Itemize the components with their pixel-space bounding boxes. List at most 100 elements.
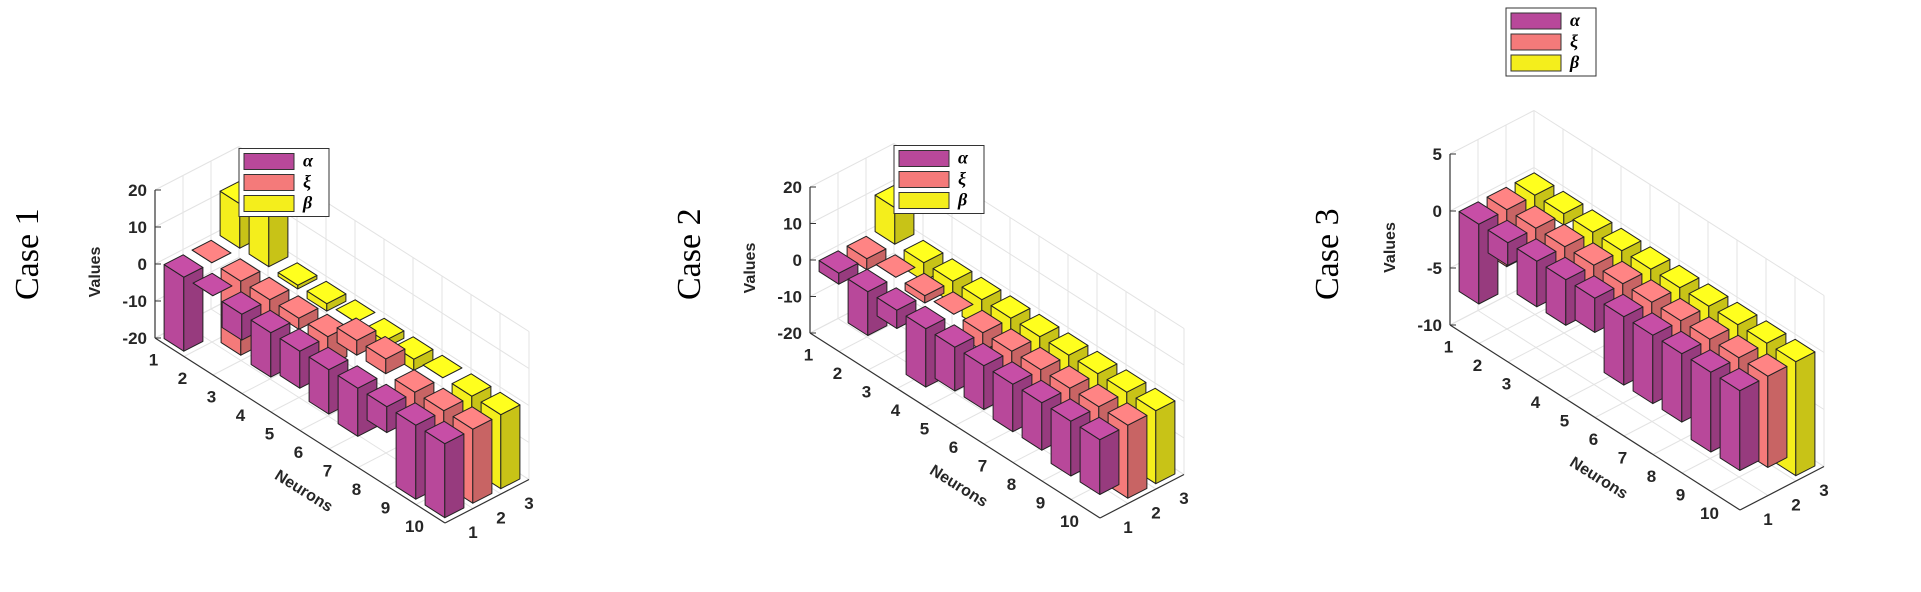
neuron-tick-label: 5 <box>920 419 929 438</box>
legend-swatch <box>1510 54 1562 72</box>
legend-label: ξ <box>1570 31 1578 52</box>
bar-top-face <box>875 254 916 278</box>
legend-swatch <box>1510 33 1562 51</box>
bar-top-face <box>191 239 232 264</box>
bar-front-face <box>395 412 417 500</box>
chart-panel-1: Case 1-20-1001020Values12345678910Neuron… <box>9 146 534 542</box>
bar-top-face <box>1514 172 1555 196</box>
bar-top-face <box>1688 283 1729 307</box>
bar-side-face <box>1155 400 1176 485</box>
bar-top-face <box>393 336 434 360</box>
z-axis-title: Values <box>742 243 759 294</box>
neuron-tick-label: 2 <box>178 369 187 388</box>
bar-top-face <box>221 291 262 315</box>
neuron-tick-label: 7 <box>978 456 987 475</box>
bar-top-face <box>1690 349 1731 373</box>
bar-top-face <box>1689 316 1730 340</box>
x-axis-line <box>809 332 1101 519</box>
bar-top-face <box>1515 205 1556 229</box>
z-tick-label: -20 <box>777 324 802 343</box>
legend-swatch <box>243 174 295 191</box>
bar-front-face <box>1690 359 1712 453</box>
bar-ξ-neuron-3 <box>904 272 945 304</box>
bar-top-face <box>1020 346 1061 371</box>
bar-top-face <box>1543 190 1584 215</box>
neuron-tick-label: 3 <box>207 387 216 406</box>
depth-tick-label: 3 <box>524 494 533 513</box>
neuron-tick-label: 1 <box>149 350 158 369</box>
bar-top-face <box>1544 223 1585 248</box>
z-tick-label: 20 <box>783 178 802 197</box>
z-tick-label: -20 <box>122 329 147 348</box>
bar-β-neuron-8 <box>422 354 463 379</box>
bar-top-face <box>962 309 1003 334</box>
bar-front-face <box>1458 211 1480 305</box>
bar-top-face <box>306 280 347 305</box>
bar-top-face <box>1602 260 1643 285</box>
bar-top-face <box>961 276 1002 301</box>
chart-panel-3: Case 3-10-505Values12345678910Neurons123… <box>1309 7 1829 529</box>
bar-top-face <box>394 369 435 393</box>
bar-top-face <box>395 402 436 426</box>
bar-top-face <box>1775 338 1816 363</box>
bar-top-face <box>1077 350 1118 375</box>
z-tick-label: -10 <box>777 288 802 307</box>
bar-α-neuron-2 <box>192 272 233 297</box>
case-label-3: Case 3 <box>1309 208 1346 300</box>
bar-top-face <box>963 342 1004 367</box>
legend-label: α <box>303 151 314 171</box>
side-wall-gridline <box>1449 110 1535 155</box>
bar-top-face <box>424 420 465 445</box>
bar-top-face <box>192 272 233 297</box>
bar-top-face <box>1106 369 1147 393</box>
bar-α-neuron-1 <box>818 250 859 285</box>
neuron-tick-label: 1 <box>1444 337 1453 356</box>
bar-α-neuron-3 <box>876 287 917 329</box>
depth-tick-label: 1 <box>1763 510 1772 529</box>
bar-α-neuron-1 <box>163 254 204 352</box>
neuron-tick-label: 1 <box>804 345 813 364</box>
bar-top-face <box>846 235 887 260</box>
z-tick-label: -10 <box>122 292 147 311</box>
bar-top-face <box>1660 297 1701 322</box>
legend-label: β <box>1569 52 1580 72</box>
bar-top-face <box>876 287 917 311</box>
bar-top-face <box>904 272 945 297</box>
bar-top-face <box>278 295 319 319</box>
bar-top-face <box>1078 383 1119 408</box>
bar-top-face <box>480 391 521 416</box>
bar-β-neuron-2 <box>903 239 944 282</box>
z-tick-label: -5 <box>1427 259 1442 278</box>
bar-top-face <box>1458 201 1499 225</box>
bar-ξ-neuron-4 <box>933 291 974 315</box>
case-label-1: Case 1 <box>9 208 46 300</box>
legend-label: α <box>1570 10 1581 30</box>
bar-top-face <box>847 268 888 293</box>
legend-label: ξ <box>303 172 311 193</box>
depth-tick-label: 1 <box>1123 518 1132 537</box>
bar-top-face <box>1719 367 1760 392</box>
bar-top-face <box>905 305 946 330</box>
bar-α-neuron-3 <box>221 291 262 341</box>
neuron-tick-label: 9 <box>1036 493 1045 512</box>
bar-top-face <box>934 324 975 348</box>
bar-top-face <box>337 365 378 389</box>
chart-panel-2: Case 2-20-1001020Values12345678910Neuron… <box>671 143 1189 537</box>
side-wall-gridline <box>1449 167 1535 212</box>
bar-top-face <box>1050 398 1091 422</box>
bar-top-face <box>933 291 974 315</box>
bar-top-face <box>250 309 291 334</box>
neuron-tick-label: 9 <box>381 498 390 517</box>
neuron-tick-label: 4 <box>1531 393 1541 412</box>
bar-top-face <box>1545 256 1586 281</box>
depth-axis-line <box>444 478 530 524</box>
neuron-tick-label: 10 <box>405 517 424 536</box>
bar-β-neuron-3 <box>277 262 318 290</box>
neuron-tick-label: 3 <box>862 382 871 401</box>
z-axis-title: Values <box>87 247 104 298</box>
bar-side-face <box>500 404 521 490</box>
bar-ξ-neuron-4 <box>278 295 319 330</box>
bar-top-face <box>366 383 407 408</box>
bar-ξ-neuron-2 <box>875 254 916 278</box>
bar-ξ-neuron-1 <box>846 235 887 271</box>
